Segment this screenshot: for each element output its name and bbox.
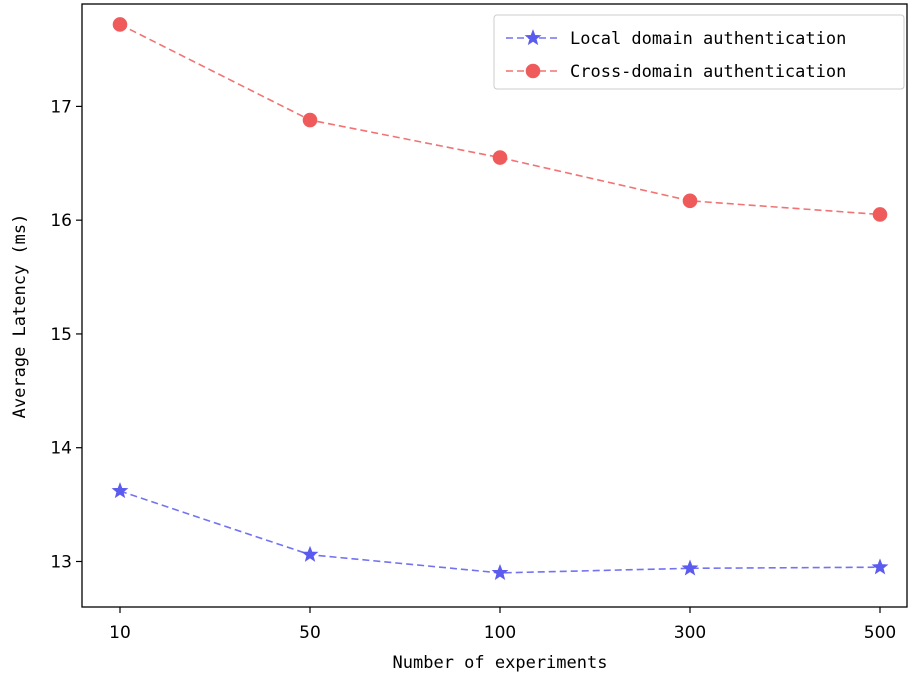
series-layer (111, 17, 889, 581)
x-axis-ticks: 10 50 100 300 500 (109, 607, 896, 643)
y-axis-title: Average Latency (ms) (10, 214, 30, 419)
cross-domain-legend-label: Cross-domain authentication (570, 62, 846, 82)
local-domain-series-line (119, 490, 881, 574)
cross-domain-data-point (872, 207, 888, 222)
x-tick-label: 10 (109, 623, 131, 643)
local-domain-data-point (491, 564, 509, 581)
local-domain-data-point (871, 558, 889, 575)
x-axis-title: Number of experiments (393, 653, 608, 673)
local-domain-legend-marker (524, 29, 542, 46)
y-tick-label: 13 (50, 552, 72, 572)
cross-domain-data-point (112, 17, 128, 32)
cross-domain-data-point (492, 150, 508, 165)
y-tick-label: 15 (50, 325, 72, 345)
x-tick-label: 500 (864, 623, 896, 643)
plot-frame (81, 3, 908, 608)
legend-box (493, 14, 905, 90)
local-domain-legend-label: Local domain authentication (570, 29, 846, 49)
local-domain-data-point (681, 559, 699, 576)
y-tick-label: 14 (50, 439, 72, 459)
y-tick-label: 17 (50, 97, 72, 117)
local-domain-data-point (111, 482, 129, 499)
y-axis-ticks: 13 14 15 16 17 (50, 97, 82, 572)
cross-domain-data-point (302, 112, 318, 128)
cross-domain-data-point (682, 193, 698, 209)
x-tick-label: 100 (484, 623, 516, 643)
legend: Local domain authentication Cross-domain … (493, 14, 905, 90)
cross-domain-series-line (119, 23, 881, 216)
x-tick-label: 50 (299, 623, 321, 643)
cross-domain-legend-marker (525, 63, 541, 79)
local-domain-data-point (301, 545, 319, 562)
y-tick-label: 16 (50, 211, 72, 231)
x-tick-label: 300 (674, 623, 706, 643)
